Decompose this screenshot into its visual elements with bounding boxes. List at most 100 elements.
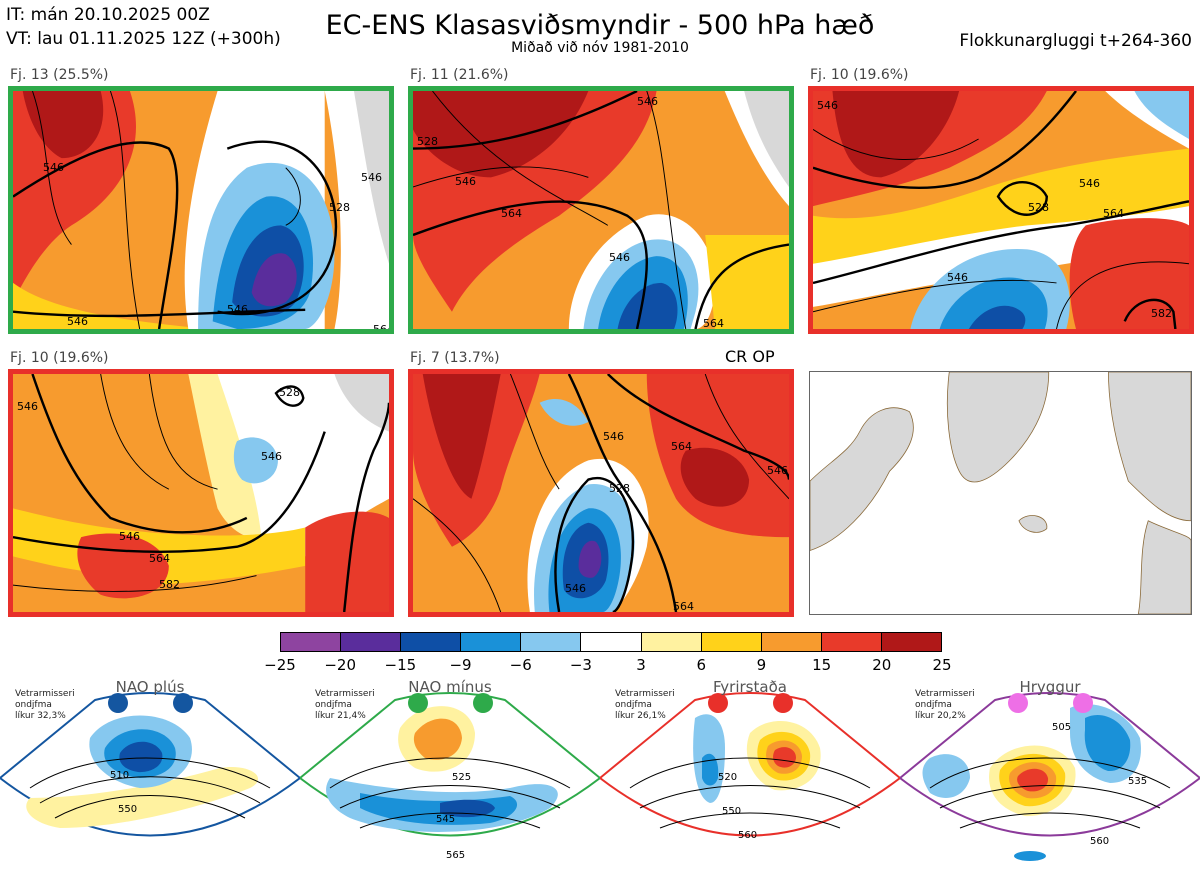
cluster-panel-3[interactable]: 546 528 546 564 546 582 — [808, 86, 1194, 334]
coastline-map — [810, 372, 1191, 614]
regime-title: NAO plús — [115, 678, 185, 696]
colorbar-tick-label: −15 — [384, 656, 417, 674]
contour-label: 582 — [1151, 307, 1172, 320]
contour-label: 546 — [17, 400, 38, 413]
regime-blocking[interactable]: Fyrirstaða Vetrarmisseri ondjfma líkur 26,… — [600, 678, 900, 871]
contour-label: 550 — [722, 806, 742, 817]
contour-label: 564 — [501, 207, 522, 220]
colorbar-cell — [521, 633, 582, 651]
contour-label: 528 — [417, 135, 438, 148]
regime-map — [300, 692, 600, 837]
colorbar-cell — [581, 633, 642, 651]
regime-ridge[interactable]: Hryggur Vetrarmisseri ondjfma líkur 20,2% … — [900, 678, 1200, 871]
contour-label: 528 — [609, 482, 630, 495]
colorbar — [280, 632, 942, 652]
regime-note: Vetrarmisseri ondjfma líkur 21,4% — [315, 689, 375, 721]
colorbar-tick-label: 20 — [872, 656, 892, 674]
contour-label: 560 — [738, 830, 758, 841]
contour-label: 564 — [149, 552, 170, 565]
colorbar-cell — [701, 633, 762, 651]
regime-note: Vetrarmisseri ondjfma líkur 20,2% — [915, 689, 975, 721]
page-title: EC-ENS Klasasviðsmyndir - 500 hPa hæð — [325, 10, 875, 41]
contour-label: 546 — [261, 450, 282, 463]
contour-label: 546 — [361, 171, 382, 184]
contour-label: 546 — [227, 303, 248, 316]
colorbar-tick-label: 3 — [636, 656, 646, 674]
contour-label: 520 — [718, 772, 738, 783]
colorbar-tick-label: 15 — [812, 656, 832, 674]
colorbar-tick-label: −25 — [264, 656, 296, 674]
colorbar-cell — [401, 633, 462, 651]
colorbar-cell — [821, 633, 882, 651]
contour-label: 528 — [279, 386, 300, 399]
contour-label: 546 — [565, 582, 586, 595]
regime-nao-plus[interactable]: NAO plús Vetrarmisseri ondjfma líkur 32,3%… — [0, 678, 300, 871]
panel-2-label: Fj. 11 (21.6%) — [410, 67, 509, 83]
cluster-panel-1[interactable]: 546 528 546 546 546 564 — [8, 86, 394, 334]
regime-nao-minus[interactable]: NAO mínus Vetrarmisseri ondjfma líkur 21,4… — [300, 678, 600, 871]
contour-label: 565 — [446, 850, 466, 861]
empty-map-panel — [809, 371, 1192, 615]
regime-title: NAO mínus — [408, 678, 492, 696]
colorbar-tick-label: 9 — [756, 656, 767, 674]
colorbar-cell — [281, 633, 342, 651]
initial-time: IT: mán 20.10.2025 00Z — [6, 5, 210, 25]
cluster-panel-4[interactable]: 546 528 546 546 564 582 — [8, 369, 394, 617]
contour-label: 546 — [609, 251, 630, 264]
contour-label: 564 — [671, 440, 692, 453]
colorbar-tick-label: −9 — [449, 656, 472, 674]
panel-5-label: Fj. 7 (13.7%) — [410, 350, 500, 366]
contour-label: 582 — [159, 578, 180, 591]
regime-map — [900, 692, 1200, 861]
valid-time: VT: lau 01.11.2025 12Z (+300h) — [6, 29, 281, 49]
panel-1-map — [13, 91, 389, 329]
cr-op-label: CR OP — [725, 347, 775, 366]
colorbar-tick-label: 6 — [696, 656, 707, 674]
contour-label: 546 — [603, 430, 624, 443]
contour-label: 545 — [436, 814, 456, 825]
contour-label: 546 — [119, 530, 140, 543]
contour-label: 564 — [1103, 207, 1124, 220]
contour-label: 525 — [452, 772, 472, 783]
contour-label: 546 — [767, 464, 788, 477]
regime-map — [600, 692, 900, 837]
contour-label: 560 — [1090, 836, 1110, 847]
contour-label: 550 — [118, 804, 138, 815]
contour-label: 564 — [373, 323, 394, 334]
panel-4-map — [13, 374, 389, 612]
classification-window: Flokkunargluggi t+264-360 — [959, 31, 1192, 51]
contour-label: 546 — [43, 161, 64, 174]
contour-label: 546 — [1079, 177, 1100, 190]
panel-1-label: Fj. 13 (25.5%) — [10, 67, 109, 83]
colorbar-tick-label: −6 — [509, 656, 532, 674]
colorbar-tick-label: 25 — [932, 656, 952, 674]
page-subtitle: Miðað við nóv 1981-2010 — [511, 40, 689, 56]
contour-label: 564 — [673, 600, 694, 613]
panel-3-label: Fj. 10 (19.6%) — [810, 67, 909, 83]
contour-label: 505 — [1052, 722, 1072, 733]
contour-label: 564 — [703, 317, 724, 330]
panel-3-map — [813, 91, 1189, 329]
regime-map — [0, 692, 300, 837]
panel-2-map — [413, 91, 789, 329]
colorbar-cell — [461, 633, 522, 651]
contour-label: 546 — [637, 95, 658, 108]
contour-label: 546 — [455, 175, 476, 188]
regime-note: Vetrarmisseri ondjfma líkur 26,1% — [615, 689, 675, 721]
regime-title: Fyrirstaða — [713, 678, 787, 696]
colorbar-cell — [881, 633, 942, 651]
cluster-panel-5[interactable]: 546 528 564 546 546 564 — [408, 369, 794, 617]
contour-label: 546 — [947, 271, 968, 284]
panel-4-label: Fj. 10 (19.6%) — [10, 350, 109, 366]
colorbar-cell — [761, 633, 822, 651]
contour-label: 535 — [1128, 776, 1148, 787]
contour-label: 546 — [817, 99, 838, 112]
colorbar-tick-label: −20 — [324, 656, 356, 674]
regime-title: Hryggur — [1019, 678, 1081, 696]
contour-label: 510 — [110, 770, 130, 781]
contour-label: 546 — [67, 315, 88, 328]
contour-label: 528 — [1028, 201, 1049, 214]
colorbar-cell — [641, 633, 702, 651]
contour-label: 528 — [329, 201, 350, 214]
cluster-panel-2[interactable]: 528 546 564 546 546 564 — [408, 86, 794, 334]
